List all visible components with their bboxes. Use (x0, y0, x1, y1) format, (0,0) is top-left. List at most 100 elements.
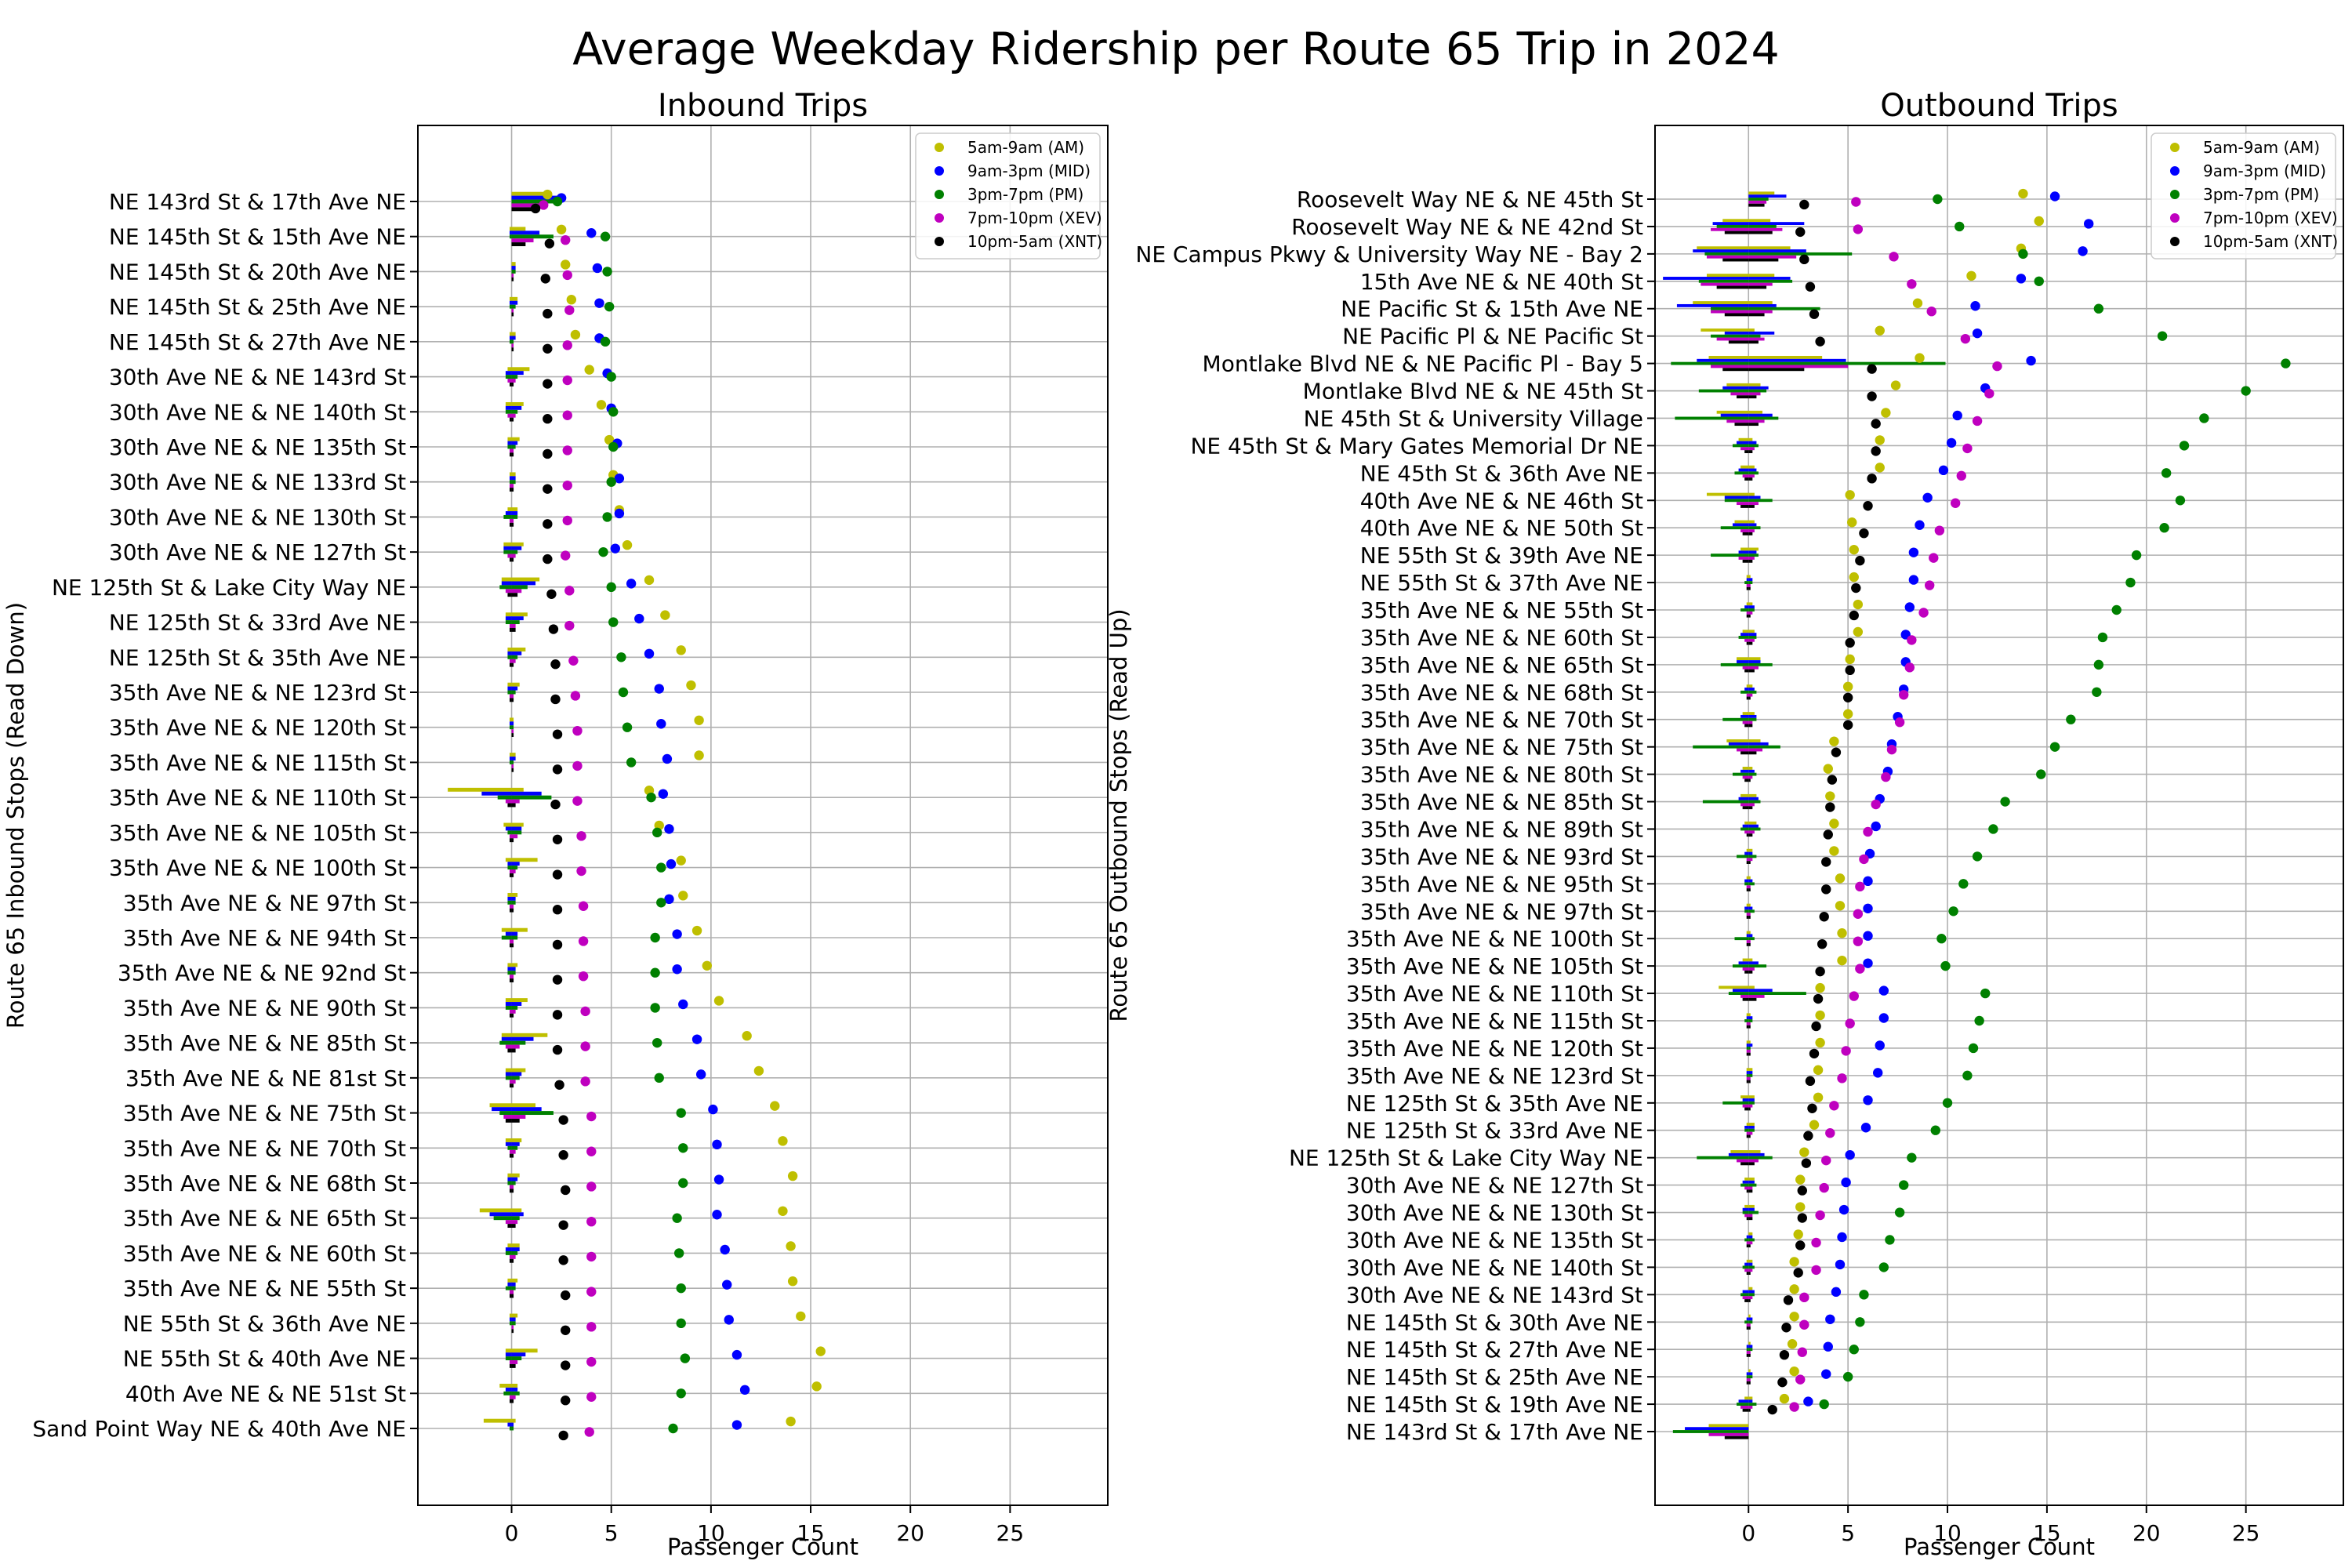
load-point-xev (562, 445, 572, 456)
boarding-bar-pm (511, 795, 552, 800)
alighting-bar-mid (505, 1387, 512, 1392)
boarding-bar-pm (1748, 198, 1769, 201)
load-point-xnt (1807, 1103, 1817, 1113)
boarding-bar-mid (1748, 194, 1787, 198)
alighting-bar-xnt (1744, 779, 1749, 782)
load-point-pm (608, 617, 619, 627)
load-point-pm (676, 1318, 686, 1329)
load-point-am (713, 996, 724, 1006)
load-point-am (1875, 435, 1885, 445)
stop-label: 35th Ave NE & NE 80th St (1360, 762, 1643, 788)
load-point-pm (646, 792, 656, 803)
alighting-bar-pm (1711, 334, 1749, 338)
load-point-am (691, 925, 702, 936)
alighting-bar-mid (1742, 1207, 1749, 1211)
alighting-bar-am (1706, 492, 1749, 496)
boarding-bar-xnt (511, 943, 514, 948)
alighting-bar-xev (1742, 1296, 1749, 1300)
load-point-mid (1938, 465, 1949, 476)
stop-label: NE 145th St & 25th Ave NE (1346, 1364, 1643, 1390)
alighting-bar-mid (1744, 1125, 1749, 1129)
alighting-bar-mid (1738, 961, 1749, 965)
boarding-bar-am (1748, 821, 1757, 825)
alighting-bar-xnt (507, 803, 512, 808)
boarding-bar-mid (1748, 769, 1755, 773)
boarding-bar-xev (1748, 502, 1759, 506)
boarding-bar-pm (1748, 1128, 1755, 1132)
alighting-bar-am (1706, 274, 1749, 278)
load-point-xnt (544, 238, 555, 249)
boarding-bar-xnt (1748, 313, 1765, 317)
stop-label: 35th Ave NE & NE 60th St (1360, 625, 1643, 651)
stop-label: Montlake Blvd NE & NE 45th St (1303, 379, 1643, 405)
boarding-bar-am (511, 1313, 518, 1318)
load-point-xnt (1809, 309, 1820, 319)
plot-frame (1654, 125, 2344, 1506)
load-point-am (753, 1065, 764, 1076)
boarding-bar-xev (1748, 885, 1751, 889)
stop-label: 30th Ave NE & NE 130th St (1346, 1200, 1643, 1226)
load-point-pm (2036, 769, 2046, 779)
boarding-bar-am (1748, 520, 1755, 524)
alighting-bar-xev (509, 1009, 512, 1014)
x-tick-label: 10 (697, 1520, 725, 1546)
load-point-mid (1841, 1177, 1851, 1188)
boarding-bar-xnt (511, 1294, 514, 1298)
boarding-bar-mid (1748, 1152, 1765, 1156)
alighting-bar-xnt (1737, 395, 1749, 399)
alighting-bar-mid (1737, 660, 1749, 663)
stop-label: 35th Ave NE & NE 55th St (123, 1276, 406, 1301)
boarding-bar-xnt (1748, 669, 1755, 673)
boarding-bar-mid (1748, 578, 1753, 582)
boarding-bar-xnt (511, 1329, 514, 1334)
alighting-bar-mid (1746, 1071, 1749, 1074)
load-point-xev (1863, 826, 1873, 837)
boarding-bar-xev (511, 939, 514, 944)
load-point-xev (586, 1111, 597, 1122)
boarding-bar-am (511, 296, 518, 301)
x-tick-label: 15 (2033, 1520, 2061, 1546)
alighting-bar-pm (507, 866, 512, 870)
load-point-mid (2083, 219, 2094, 229)
alighting-bar-xev (1746, 940, 1749, 943)
load-point-xnt (554, 1080, 564, 1091)
alighting-bar-xev (509, 1395, 512, 1399)
load-point-mid (1863, 931, 1873, 941)
load-point-mid (1863, 876, 1873, 887)
alighting-bar-am (509, 1313, 512, 1318)
load-point-pm (1933, 194, 1943, 205)
load-point-xnt (1781, 1323, 1791, 1333)
boarding-bar-am (1748, 1369, 1751, 1373)
legend-marker-am (935, 143, 944, 152)
alighting-bar-xnt (1746, 1052, 1749, 1056)
boarding-bar-mid (1748, 413, 1773, 417)
alighting-bar-am (1700, 328, 1749, 332)
load-point-pm (2049, 742, 2060, 752)
boarding-bar-xev (1748, 1378, 1751, 1381)
boarding-bar-am (1748, 958, 1753, 962)
load-point-am (1875, 463, 1885, 473)
stop-label: 35th Ave NE & NE 68th St (123, 1171, 406, 1196)
boarding-bar-xev (511, 1185, 514, 1189)
boarding-bar-xnt (1748, 942, 1751, 946)
legend-marker-xev (2170, 213, 2180, 223)
alighting-bar-mid (501, 581, 512, 586)
boarding-bar-mid (511, 967, 516, 971)
load-point-mid (1823, 1341, 1833, 1352)
outbound-legend: 5am-9am (AM) 9am-3pm (MID) 3pm-7pm (PM) 7pm… (2151, 132, 2338, 260)
alighting-bar-pm (1744, 882, 1749, 886)
alighting-bar-mid (1738, 1399, 1749, 1403)
load-point-xev (586, 1356, 597, 1367)
alighting-bar-am (505, 612, 512, 617)
stop-label: NE Pacific Pl & NE Pacific St (1342, 324, 1643, 350)
stop-label: 35th Ave NE & NE 97th St (123, 890, 406, 916)
boarding-bar-am (1748, 1204, 1755, 1208)
alighting-bar-pm (1732, 964, 1749, 968)
boarding-bar-xev (1748, 638, 1755, 642)
boarding-bar-am (1748, 1040, 1751, 1044)
load-point-xnt (1777, 1377, 1788, 1388)
boarding-bar-xnt (511, 1013, 514, 1018)
boarding-bar-pm (1748, 800, 1761, 804)
alighting-bar-xev (1746, 1378, 1749, 1381)
load-point-am (1787, 1339, 1798, 1349)
